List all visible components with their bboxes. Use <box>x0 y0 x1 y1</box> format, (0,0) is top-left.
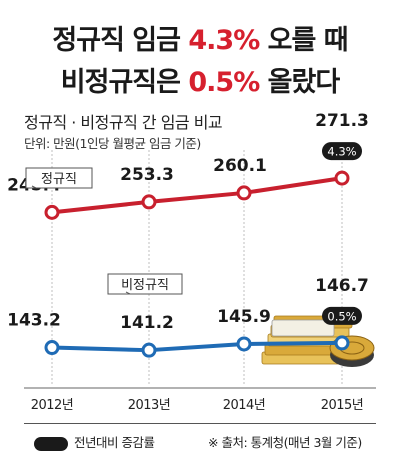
series-tag-regular: 정규직 <box>41 172 77 187</box>
data-point <box>236 336 252 352</box>
headline-2-suffix: 올랐다 <box>259 67 341 98</box>
data-point <box>334 335 350 351</box>
change-badge-label: 4.3% <box>327 145 356 159</box>
change-badge <box>322 306 362 325</box>
headline-1-suffix: 오를 때 <box>259 25 349 56</box>
unit-note: 단위: 만원(1인당 월평균 임금 기준) <box>24 136 201 151</box>
data-label: 260.1 <box>213 156 267 176</box>
headline-line-1: 정규직 임금 4.3% 오를 때 <box>0 18 400 57</box>
headline-1-prefix: 정규직 임금 <box>52 25 189 56</box>
headline-2-prefix: 비정규직은 <box>60 67 189 98</box>
source-note: ※ 출처: 통계청(매년 3월 기준) <box>208 435 362 450</box>
x-tick-label: 2013년 <box>128 398 171 413</box>
legend: 전년대비 증감률 <box>34 432 155 451</box>
legend-divider <box>24 423 376 424</box>
change-badge-label: 0.5% <box>327 309 356 323</box>
data-label: 253.3 <box>120 165 174 185</box>
data-label: 146.7 <box>315 276 369 296</box>
legend-badge-swatch <box>34 436 68 451</box>
data-label: 143.2 <box>7 311 61 331</box>
x-tick-label: 2014년 <box>223 398 266 413</box>
series-tag-nonregular-box <box>107 273 183 295</box>
change-badge <box>322 142 362 161</box>
series-tag-regular-box <box>25 167 93 189</box>
data-point <box>334 170 350 186</box>
series-line-regular <box>51 176 343 215</box>
data-point <box>44 204 60 220</box>
headline-1-highlight: 4.3% <box>188 25 260 56</box>
data-point <box>141 342 157 358</box>
data-point <box>44 340 60 356</box>
headline-2-highlight: 0.5% <box>188 67 260 98</box>
series-tag-nonregular-pointer <box>125 291 131 295</box>
legend-label: 전년대비 증감률 <box>74 435 155 450</box>
series-line-nonregular <box>51 340 343 353</box>
x-tick-label: 2012년 <box>31 398 74 413</box>
data-label: 141.2 <box>120 313 174 333</box>
chart-subtitle: 정규직 · 비정규직 간 임금 비교 <box>24 113 223 132</box>
x-tick-label: 2015년 <box>321 398 364 413</box>
headline-line-2: 비정규직은 0.5% 올랐다 <box>0 60 400 99</box>
data-label: 145.9 <box>217 307 271 327</box>
data-point <box>236 185 252 201</box>
series-tag-regular-pointer <box>31 185 37 189</box>
data-label: 271.3 <box>315 111 369 131</box>
money-band <box>271 319 335 337</box>
series-tag-nonregular: 비정규직 <box>121 278 169 293</box>
data-point <box>141 194 157 210</box>
